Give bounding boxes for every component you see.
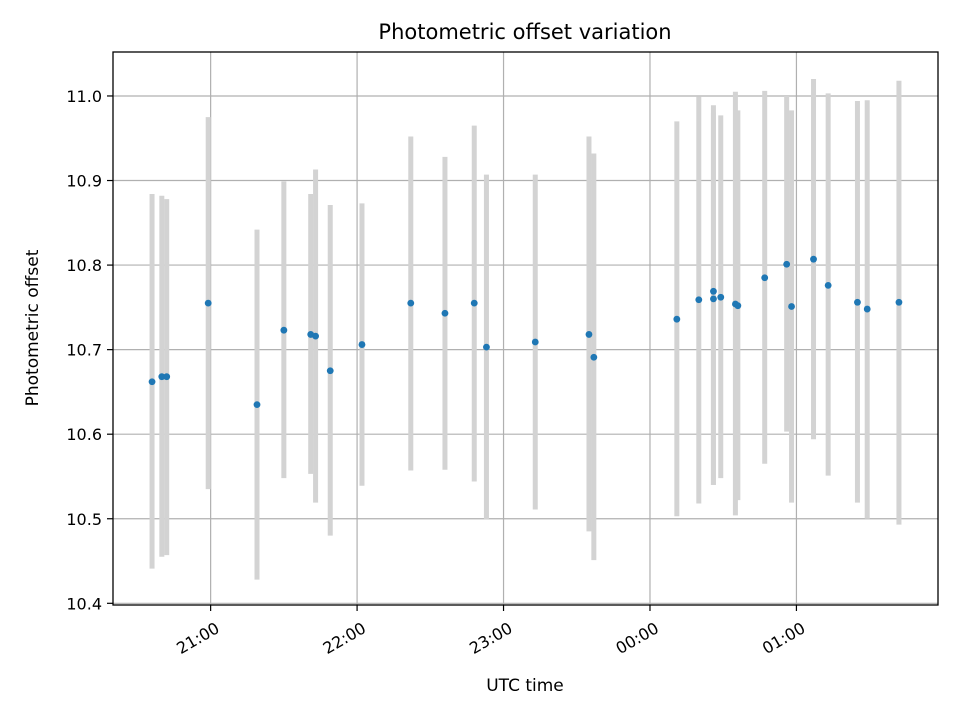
data-point (673, 315, 681, 323)
data-point (326, 367, 334, 375)
data-point (824, 281, 832, 289)
plot-frame (112, 51, 939, 606)
data-point (783, 260, 791, 268)
data-point (734, 302, 742, 310)
data-point (585, 331, 593, 338)
data-point (717, 293, 725, 301)
data-point (280, 326, 288, 334)
y-tick-label: 10.8 (66, 256, 102, 275)
data-point (590, 353, 598, 361)
y-tick-label: 10.7 (66, 341, 102, 360)
data-point (810, 255, 817, 263)
data-point (710, 295, 717, 303)
y-tick-label: 11.0 (66, 87, 102, 106)
chart-title: Photometric offset variation (378, 20, 671, 44)
data-point (441, 309, 449, 317)
data-point (863, 305, 871, 313)
y-axis-ticks: 10.4 10.5 10.6 10.7 10.8 10.9 11.0 (66, 87, 113, 613)
data-point (407, 299, 415, 307)
data-point (253, 401, 261, 409)
data-point (531, 338, 539, 346)
data-point (788, 303, 795, 310)
y-axis-title: Photometric offset (23, 249, 43, 406)
data-point (761, 274, 769, 282)
data-point (312, 332, 319, 340)
x-axis-title: UTC time (486, 676, 564, 696)
y-tick-label: 10.6 (66, 425, 102, 444)
data-point (163, 373, 171, 381)
y-tick-label: 10.5 (66, 510, 102, 529)
data-point (204, 299, 212, 307)
data-point (470, 299, 478, 307)
y-tick-label: 10.9 (66, 172, 102, 191)
data-point (710, 287, 717, 295)
data-point (483, 343, 490, 351)
data-point (854, 298, 861, 306)
data-point (158, 373, 166, 381)
data-points (148, 255, 903, 409)
data-point (895, 298, 903, 306)
data-point (148, 378, 156, 386)
y-tick-label: 10.4 (66, 594, 102, 613)
data-point (358, 341, 366, 348)
data-point (695, 296, 703, 304)
